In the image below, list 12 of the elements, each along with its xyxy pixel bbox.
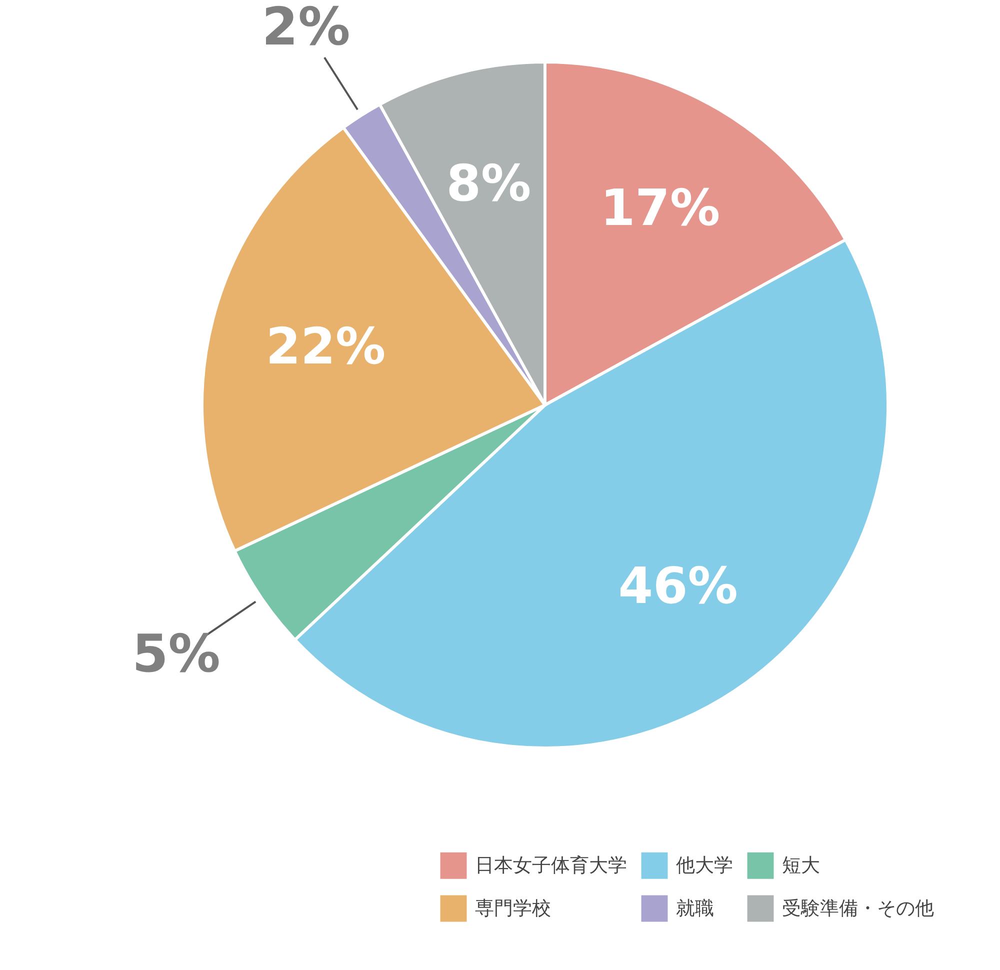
legend-label: 日本女子体育大学 [475,854,627,877]
legend-label: 就職 [676,898,714,920]
data-label: 8% [446,154,532,213]
legend-label: 他大学 [676,854,733,877]
data-label: 22% [266,318,386,376]
data-label: 17% [600,179,720,238]
legend-label: 専門学校 [475,898,551,920]
data-label: 46% [618,557,738,616]
legend-label: 受験準備・その他 [782,898,934,920]
data-label: 2% [262,0,350,58]
legend-label: 短大 [782,854,820,877]
data-label: 5% [132,624,220,685]
